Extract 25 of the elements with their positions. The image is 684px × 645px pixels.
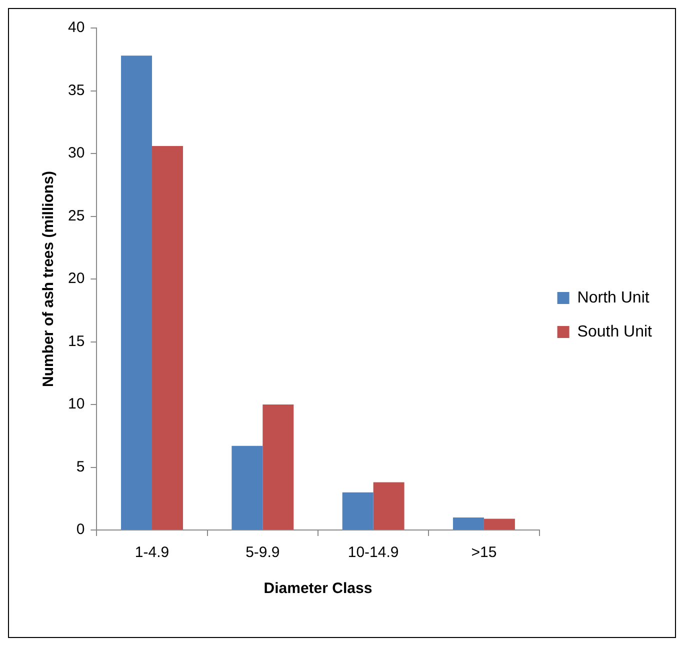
y-tick-label: 25: [68, 207, 85, 224]
y-tick-label: 35: [68, 82, 85, 99]
bar: [232, 446, 263, 530]
x-tick-label: 1-4.9: [134, 544, 170, 562]
y-tick-label: 15: [68, 332, 85, 350]
x-tick-label: 10-14.9: [348, 544, 399, 562]
x-axis-title: Diameter Class: [264, 580, 372, 598]
bar: [452, 517, 484, 530]
y-tick-label: 30: [68, 144, 85, 162]
legend-label: South Unit: [577, 323, 653, 340]
y-tick-label: 0: [76, 521, 85, 538]
y-axis-title: Number of ash trees (millions): [40, 171, 58, 387]
y-tick-label: 5: [76, 458, 85, 476]
bar: [121, 56, 152, 530]
bar: [373, 482, 404, 530]
legend-label: North Unit: [577, 289, 650, 306]
bar: [484, 518, 515, 530]
x-tick-label: 5-9.9: [246, 544, 280, 562]
bar: [342, 492, 374, 530]
y-tick-label: 10: [68, 396, 85, 413]
bar: [262, 404, 294, 530]
x-tick-label: >15: [471, 544, 497, 562]
y-tick-label: 20: [68, 270, 85, 288]
bar: [152, 146, 183, 530]
y-tick-label: 40: [68, 19, 85, 36]
